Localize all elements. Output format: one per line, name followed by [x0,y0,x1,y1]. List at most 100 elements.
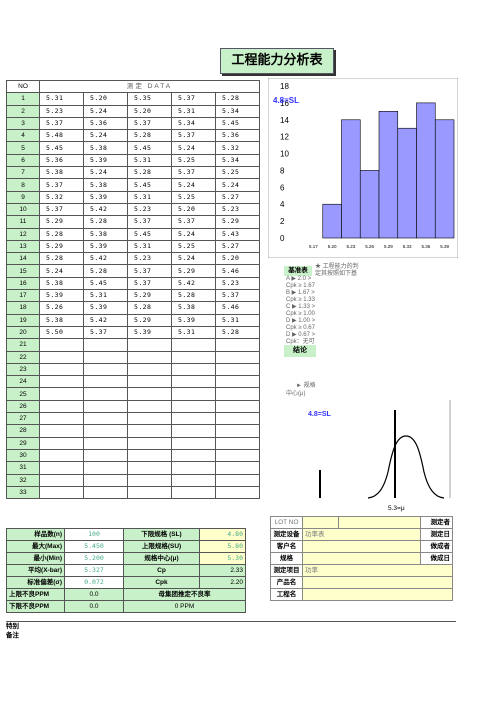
data-cell[interactable]: 5.24 [171,178,216,192]
data-cell[interactable]: 5.23 [215,202,260,217]
data-cell[interactable]: 5.37 [127,215,172,229]
data-cell[interactable] [127,485,172,500]
data-cell[interactable]: 5.39 [83,190,128,204]
data-cell[interactable] [215,436,260,450]
data-cell[interactable]: 5.45 [127,141,172,155]
data-cell[interactable] [127,375,172,389]
data-cell[interactable]: 5.20 [83,92,128,106]
data-cell[interactable]: 5.29 [39,215,84,229]
data-cell[interactable]: 5.45 [215,116,260,131]
data-cell[interactable] [215,399,260,414]
data-cell[interactable]: 5.37 [171,129,216,143]
data-cell[interactable]: 5.29 [171,264,216,278]
data-cell[interactable]: 5.25 [171,190,216,204]
data-cell[interactable]: 5.25 [171,239,216,254]
data-cell[interactable]: 5.24 [39,264,84,278]
data-cell[interactable] [171,485,216,500]
data-cell[interactable]: 5.28 [171,289,216,303]
data-cell[interactable] [39,387,84,401]
data-cell[interactable] [171,387,216,401]
data-cell[interactable]: 5.39 [83,301,128,315]
data-cell[interactable] [39,399,84,414]
customer-value[interactable] [302,540,421,553]
data-cell[interactable]: 5.31 [127,190,172,204]
data-cell[interactable]: 5.37 [171,92,216,106]
data-cell[interactable]: 5.38 [39,313,84,327]
data-cell[interactable]: 5.24 [171,227,216,241]
data-cell[interactable] [171,362,216,377]
data-cell[interactable]: 5.24 [83,104,128,118]
data-cell[interactable]: 5.20 [215,252,260,266]
data-cell[interactable]: 5.42 [171,276,216,291]
data-cell[interactable]: 5.38 [83,227,128,241]
data-cell[interactable]: 5.23 [39,104,84,118]
data-cell[interactable]: 5.37 [127,276,172,291]
data-cell[interactable]: 5.26 [39,301,84,315]
data-cell[interactable]: 5.42 [83,313,128,327]
data-cell[interactable] [39,485,84,500]
data-cell[interactable] [127,436,172,450]
data-cell[interactable]: 5.27 [215,190,260,204]
data-cell[interactable] [215,375,260,389]
data-cell[interactable] [171,461,216,475]
data-cell[interactable]: 5.43 [215,227,260,241]
data-cell[interactable] [83,387,128,401]
data-cell[interactable]: 5.31 [127,239,172,254]
data-cell[interactable]: 5.34 [215,153,260,168]
data-cell[interactable]: 5.37 [39,116,84,131]
data-cell[interactable]: 5.37 [83,325,128,340]
data-cell[interactable]: 5.25 [171,153,216,168]
data-cell[interactable]: 5.36 [39,153,84,168]
data-cell[interactable] [215,350,260,364]
usl-value[interactable]: 5.80 [199,540,246,553]
data-cell[interactable]: 5.31 [171,104,216,118]
data-cell[interactable]: 5.39 [39,289,84,303]
data-cell[interactable]: 5.45 [83,276,128,291]
data-cell[interactable] [215,424,260,438]
data-cell[interactable] [83,350,128,364]
data-cell[interactable] [127,350,172,364]
data-cell[interactable] [83,473,128,487]
data-cell[interactable]: 5.39 [83,239,128,254]
data-cell[interactable]: 5.23 [127,252,172,266]
data-cell[interactable]: 5.31 [215,313,260,327]
data-cell[interactable] [127,362,172,377]
process-value[interactable] [302,588,453,601]
data-cell[interactable]: 5.50 [39,325,84,340]
data-cell[interactable] [83,436,128,450]
data-cell[interactable]: 5.28 [127,166,172,180]
data-cell[interactable] [39,424,84,438]
data-cell[interactable]: 5.28 [127,301,172,315]
data-cell[interactable]: 5.48 [39,129,84,143]
data-cell[interactable]: 5.20 [127,104,172,118]
data-cell[interactable]: 5.34 [171,116,216,131]
data-cell[interactable] [39,436,84,450]
data-cell[interactable]: 5.35 [127,92,172,106]
data-cell[interactable] [39,473,84,487]
data-cell[interactable]: 5.37 [127,116,172,131]
data-cell[interactable] [39,375,84,389]
equip-value[interactable]: 功率表 [302,528,421,541]
data-cell[interactable]: 5.45 [39,141,84,155]
data-cell[interactable] [83,375,128,389]
data-cell[interactable]: 5.37 [39,178,84,192]
data-cell[interactable] [83,448,128,463]
item-value[interactable]: 功率 [302,564,453,577]
data-cell[interactable]: 5.24 [83,129,128,143]
data-cell[interactable]: 5.23 [215,276,260,291]
product-value[interactable] [302,576,453,589]
data-cell[interactable]: 5.38 [171,301,216,315]
data-cell[interactable]: 5.46 [215,264,260,278]
data-cell[interactable]: 5.38 [39,276,84,291]
data-cell[interactable]: 5.39 [171,313,216,327]
data-cell[interactable] [215,338,260,352]
data-cell[interactable]: 5.34 [215,104,260,118]
data-cell[interactable] [127,387,172,401]
data-cell[interactable] [39,350,84,364]
data-cell[interactable]: 5.37 [171,166,216,180]
data-cell[interactable] [171,399,216,414]
data-cell[interactable]: 5.29 [127,313,172,327]
data-cell[interactable]: 5.20 [171,202,216,217]
data-cell[interactable] [83,485,128,500]
data-cell[interactable]: 5.37 [39,202,84,217]
